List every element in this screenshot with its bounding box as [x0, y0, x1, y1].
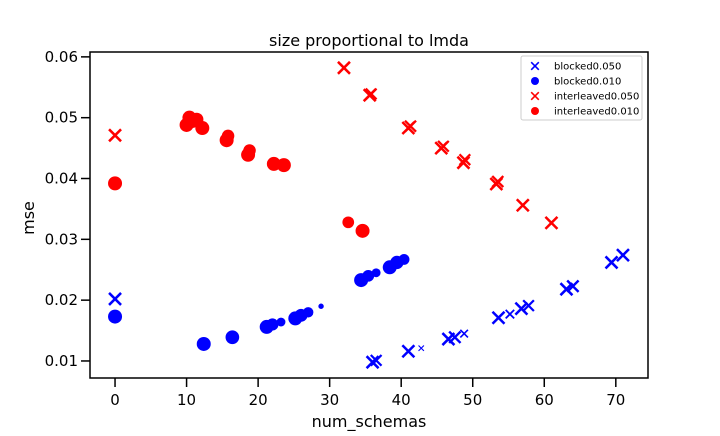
data-point-blocked0.050-3 [401, 344, 416, 359]
series-interleaved0.050 [108, 60, 559, 230]
data-point-blocked0.010-9 [318, 303, 324, 309]
data-point-interleaved0.050-13 [544, 216, 559, 230]
data-point-interleaved0.010-11 [276, 158, 291, 173]
plot-area [108, 60, 630, 370]
data-point-interleaved0.050-9 [458, 153, 472, 166]
legend-marker-blocked0.050 [530, 61, 540, 71]
data-point-blocked0.010-4 [266, 318, 279, 331]
data-point-blocked0.050-8 [491, 310, 506, 325]
y-axis-label: mse [19, 201, 38, 235]
legend-box [520, 55, 643, 121]
y-tick-label: 0.02 [45, 291, 78, 309]
axes-frame [89, 51, 649, 379]
data-point-interleaved0.050-8 [456, 155, 471, 170]
y-tick-label: 0.06 [45, 48, 78, 66]
x-tick-label: 30 [320, 391, 339, 409]
data-point-interleaved0.010-5 [195, 121, 210, 136]
data-point-blocked0.050-13 [566, 279, 580, 293]
y-tick-label: 0.01 [45, 352, 78, 370]
y-tick-label: 0.03 [45, 230, 78, 248]
data-point-blocked0.050-9 [505, 309, 515, 320]
x-tick-label: 20 [249, 391, 268, 409]
x-tick-label: 10 [177, 391, 196, 409]
data-point-interleaved0.050-5 [404, 119, 417, 133]
data-point-blocked0.050-7 [459, 329, 469, 338]
x-tick-label: 40 [392, 391, 411, 409]
data-point-interleaved0.010-12 [342, 216, 355, 229]
x-axis-label: num_schemas [312, 412, 427, 432]
legend: blocked0.050 blocked0.010 interleaved0.050… [520, 55, 643, 121]
x-tick-label: 50 [463, 391, 482, 409]
data-point-interleaved0.010-0 [108, 176, 123, 191]
data-point-interleaved0.050-7 [437, 140, 450, 153]
data-point-interleaved0.050-3 [364, 87, 378, 101]
data-point-blocked0.010-1 [196, 336, 211, 351]
data-point-blocked0.050-6 [448, 330, 462, 344]
x-tick-label: 60 [535, 391, 554, 409]
data-point-blocked0.050-14 [604, 255, 619, 270]
chart-title: size proportional to lmda [269, 31, 469, 50]
data-point-interleaved0.050-11 [491, 175, 505, 188]
data-point-blocked0.010-2 [225, 330, 240, 345]
y-tick-label: 0.05 [45, 109, 78, 127]
data-point-blocked0.050-11 [522, 299, 535, 312]
legend-item-interleaved0.050: interleaved0.050 [530, 91, 639, 103]
data-point-interleaved0.050-1 [337, 60, 351, 75]
data-point-blocked0.010-5 [276, 317, 286, 327]
legend-marker-blocked0.010 [531, 77, 539, 85]
data-point-blocked0.050-1 [365, 355, 380, 370]
data-point-blocked0.010-11 [362, 269, 375, 282]
x-tick-label: 70 [606, 391, 625, 409]
data-point-blocked0.010-12 [371, 268, 381, 278]
legend-label: blocked0.050 [554, 62, 621, 73]
legend-label: blocked0.010 [554, 77, 621, 88]
data-point-blocked0.050-4 [418, 345, 425, 352]
series-blocked0.010 [108, 253, 410, 351]
y-tick-label: 0.04 [45, 170, 78, 188]
data-point-blocked0.050-10 [514, 301, 529, 316]
data-point-blocked0.010-15 [398, 253, 410, 265]
data-point-interleaved0.010-7 [221, 129, 235, 143]
legend-label: interleaved0.050 [554, 92, 639, 103]
x-tick-label: 0 [110, 391, 120, 409]
data-point-blocked0.050-0 [108, 292, 122, 306]
data-point-interleaved0.010-9 [243, 144, 256, 157]
data-point-interleaved0.010-13 [355, 223, 370, 238]
series-blocked0.050 [108, 248, 630, 370]
data-point-blocked0.010-0 [108, 309, 123, 324]
legend-item-blocked0.050: blocked0.050 [530, 61, 621, 73]
data-point-interleaved0.050-12 [515, 198, 530, 213]
legend-marker-interleaved0.050 [530, 91, 540, 101]
data-point-blocked0.050-15 [616, 248, 630, 263]
legend-item-blocked0.010: blocked0.010 [531, 77, 621, 88]
legend-label: interleaved0.010 [554, 107, 639, 118]
axes: 0 10 20 30 40 50 60 70 0.01 0.02 0.03 0.04 0.05 0.06 [45, 48, 649, 409]
legend-marker-interleaved0.010 [531, 107, 539, 115]
data-point-interleaved0.050-0 [108, 128, 122, 143]
legend-item-interleaved0.010: interleaved0.010 [531, 107, 639, 118]
data-point-blocked0.050-2 [369, 354, 383, 367]
series-interleaved0.010 [108, 110, 370, 238]
data-point-blocked0.010-8 [303, 307, 314, 318]
